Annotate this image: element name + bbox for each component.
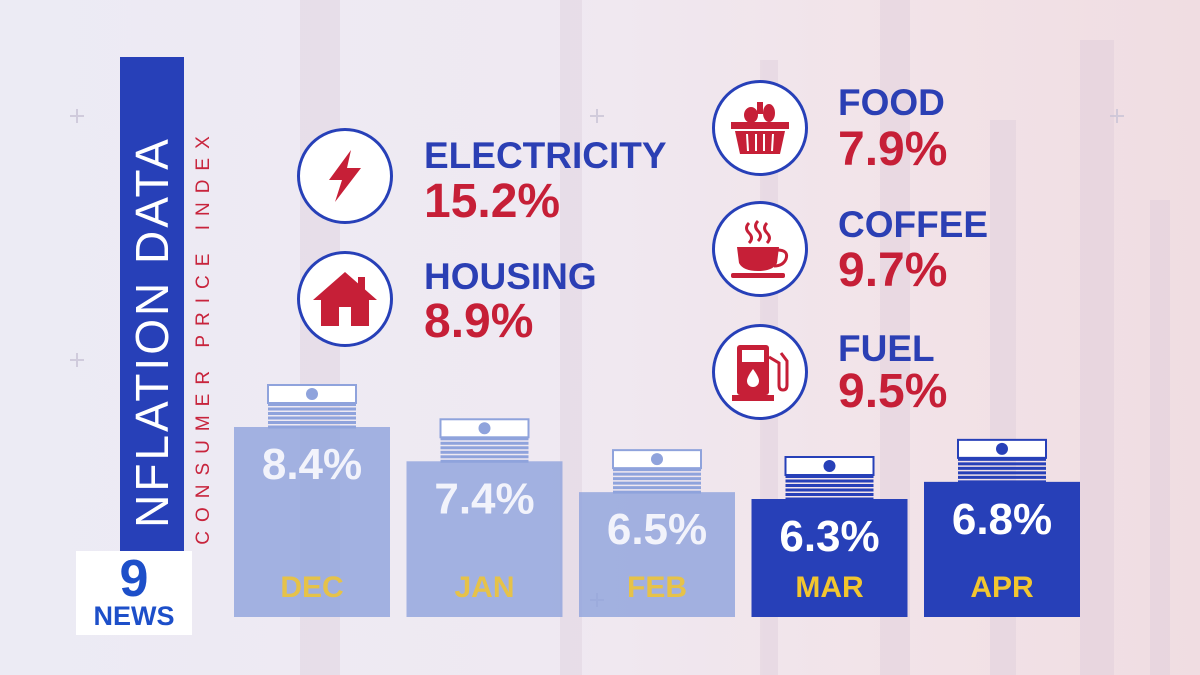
bar-value-label: 6.3% [779,512,879,561]
money-stack-icon [957,438,1047,484]
logo-nine: 9 [119,550,149,608]
bar-mar [751,499,908,617]
house-icon [313,272,377,326]
bar-feb [579,492,735,617]
bar-value-label: 7.4% [434,474,534,523]
fuel-pump-icon [732,345,789,401]
category-value-housing: 8.9% [424,295,534,348]
money-stack-icon [784,456,875,501]
bar-group-dec: 8.4% DEC [234,384,390,617]
category-label-food: FOOD [838,82,945,123]
bar-value-label: 8.4% [262,440,362,489]
housing-icon-circle [297,251,393,347]
bar-group-apr: 6.8% APR [924,438,1080,617]
coffee-icon-circle [712,201,808,297]
money-stack-icon [267,384,357,429]
fuel-icon-circle [712,324,808,420]
coffee-cup-icon [731,219,789,278]
logo-news-text: NEWS [93,601,175,631]
category-value-electricity: 15.2% [424,175,561,228]
month-label: FEB [627,571,687,604]
bar-group-jan: 7.4% JAN [406,418,563,617]
title-bar [120,57,184,612]
money-stack-icon [439,418,530,463]
category-label-coffee: COFFEE [838,204,989,245]
bar-group-feb: 6.5% FEB [579,449,735,617]
bar-dec [234,427,390,617]
category-label-fuel: FUEL [838,328,935,369]
category-value-fuel: 9.5% [838,365,948,418]
electricity-icon-circle [297,128,393,224]
shopping-basket-icon [731,102,789,154]
month-label: JAN [454,571,514,604]
money-stack-icon [612,449,702,494]
bar-value-label: 6.8% [952,495,1052,544]
category-value-food: 7.9% [838,123,948,176]
bar-value-label: 6.5% [607,505,707,554]
nine-news-logo: 9 NEWS [76,551,192,635]
category-label-electricity: ELECTRICITY [424,135,667,176]
month-label: APR [970,571,1034,604]
category-value-coffee: 9.7% [838,244,948,297]
bar-apr [924,481,1080,617]
bar-jan [406,461,563,617]
month-label: MAR [795,571,864,604]
food-icon-circle [712,80,808,176]
month-label: DEC [280,571,343,604]
category-label-housing: HOUSING [424,256,597,297]
bar-group-mar: 6.3% MAR [751,456,908,617]
lightning-bolt-icon [329,150,361,202]
